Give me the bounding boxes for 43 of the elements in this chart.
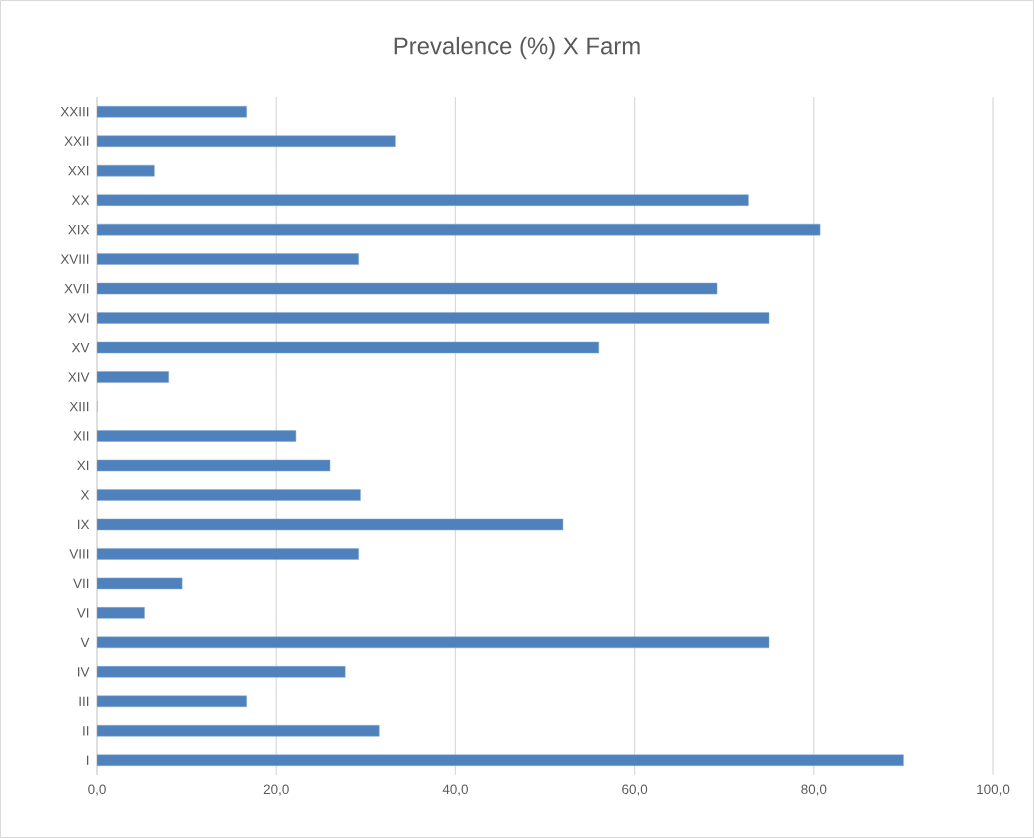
y-tick-label: VIII: [69, 549, 89, 559]
y-tick-label: III: [79, 696, 89, 706]
y-tick-label: XV: [71, 342, 90, 353]
y-tick-label: VI: [76, 608, 89, 618]
y-tick-label: XVIII: [60, 254, 89, 264]
y-tick-label: XX: [71, 195, 90, 205]
y-tick-label: X: [80, 490, 90, 500]
y-tick-label: XXII: [64, 136, 89, 146]
bar: [97, 695, 247, 708]
x-tick-label: 80,0: [801, 784, 827, 796]
bar: [97, 666, 346, 678]
bar: [97, 430, 297, 442]
bar: [97, 725, 380, 737]
y-tick-label: XVI: [68, 313, 89, 323]
x-tick-label: 100,0: [977, 784, 1010, 796]
x-tick-label: 0,0: [88, 784, 106, 796]
y-tick-label: XVII: [64, 283, 89, 294]
y-tick-label: II: [83, 726, 89, 736]
bar: [97, 105, 247, 118]
y-tick-label: IV: [78, 667, 90, 677]
chart-title: Prevalence (%) X Farm: [394, 36, 640, 60]
bar: [97, 636, 770, 649]
y-tick-label: XIX: [68, 225, 90, 235]
y-tick-label: VII: [73, 578, 89, 589]
bar: [97, 194, 749, 206]
y-tick-label: XIII: [69, 401, 89, 412]
bar: [97, 754, 904, 766]
y-tick-label: V: [80, 637, 90, 647]
bar: [97, 489, 361, 501]
x-tick-label: 20,0: [263, 784, 289, 796]
y-tick-label: XIV: [68, 372, 90, 382]
y-tick-label: IX: [78, 519, 90, 530]
y-tick-label: I: [86, 755, 89, 765]
bar: [97, 135, 396, 147]
x-tick-label: 60,0: [622, 784, 648, 796]
bar: [97, 548, 359, 560]
x-tick-label: 40,0: [442, 784, 468, 796]
y-tick-label: XXIII: [60, 107, 89, 117]
bar: [97, 312, 770, 324]
y-tick-label: XII: [73, 431, 89, 441]
bar: [97, 253, 359, 265]
y-tick-label: XI: [77, 460, 89, 471]
y-tick-label: XXI: [68, 166, 89, 176]
